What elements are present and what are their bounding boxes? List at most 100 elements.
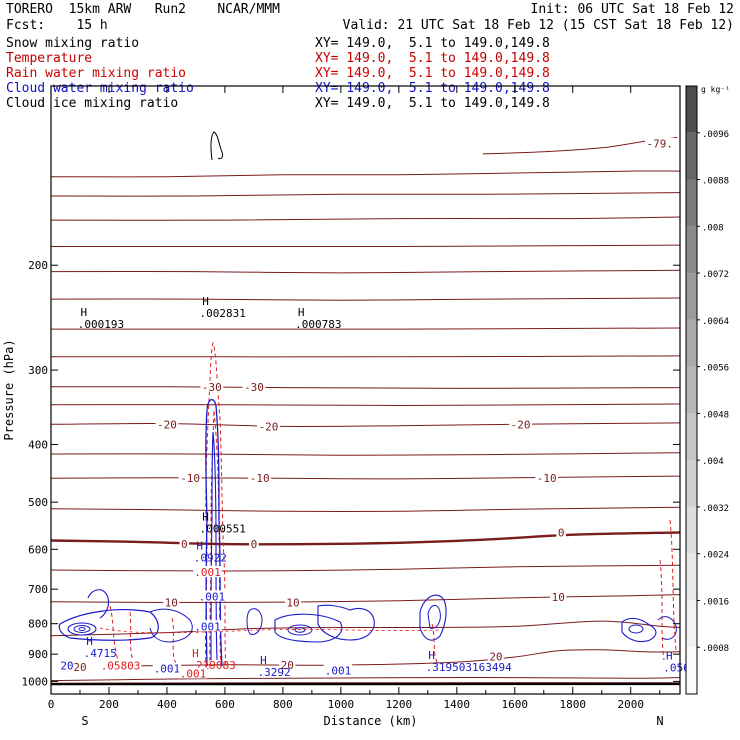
field-name-cloud-ice: Cloud ice mixing ratio [6, 96, 179, 111]
field-xy-rain: XY= 149.0, 5.1 to 149.0,149.8 [315, 66, 550, 81]
contour-value-bg [59, 659, 75, 671]
maximum-value: .4715 [84, 647, 117, 660]
contour-value-label: .001 [325, 664, 352, 677]
field-name-cloud-water: Cloud water mixing ratio [6, 81, 194, 96]
colorbar-tick-label: .0032 [702, 504, 729, 514]
y-tick-label: 400 [28, 438, 48, 451]
colorbar-tick-label: .004 [702, 457, 724, 467]
temperature-label: 20 [489, 650, 502, 663]
contour-value-label: 20 [60, 659, 73, 672]
cloud-water-contour [205, 399, 223, 667]
temperature-contour [51, 216, 680, 221]
y-tick-label: 900 [28, 648, 48, 661]
valid-time: Valid: 21 UTC Sat 18 Feb 12 (15 CST Sat … [342, 18, 734, 33]
cloud-water-contour [87, 589, 110, 619]
temperature-label: 20 [73, 661, 86, 674]
snow-contour [210, 131, 223, 161]
temperature-label: -30 [202, 381, 222, 394]
temperature-label-bg [200, 380, 224, 392]
field-name-temperature: Temperature [6, 51, 93, 66]
cloud-water-contour [58, 609, 159, 641]
endpoint-right-label: N [656, 714, 663, 728]
colorbar-swatch [686, 506, 697, 554]
temperature-contour [51, 170, 680, 178]
cloud-water-contour [67, 622, 97, 636]
field-xy-cloud-water: XY= 149.0, 5.1 to 149.0,149.8 [315, 81, 550, 96]
temperature-label: -30 [244, 381, 264, 394]
maximum-value: .3292 [257, 666, 290, 679]
colorbar-swatch [686, 179, 697, 227]
contour-value-bg [178, 667, 208, 679]
temperature-label-bg [556, 526, 566, 538]
colorbar-tick-label: .0056 [702, 364, 729, 374]
colorbar-tick-label: .0072 [702, 270, 729, 280]
colorbar-frame [685, 85, 698, 695]
cloud-water-contour [294, 627, 306, 633]
colorbar-tick-label: .0096 [702, 130, 729, 140]
maximum-marker: H [202, 510, 209, 523]
temperature-label: 10 [552, 591, 565, 604]
x-tick-label: 400 [157, 698, 177, 711]
cloud-water-contour [78, 627, 86, 631]
y-tick-label: 700 [28, 583, 48, 596]
y-tick-label: 200 [28, 259, 48, 272]
rain-contour [109, 519, 677, 665]
temperature-contour [51, 564, 680, 572]
temperature-label-bg [242, 380, 266, 392]
temperature-contour [51, 676, 680, 682]
temperature-label: 0 [181, 538, 188, 551]
temperature-label: 10 [165, 596, 178, 609]
temperature-label: 0 [251, 538, 258, 551]
x-tick-label: 1200 [386, 698, 413, 711]
hydrometeor-features [58, 131, 677, 669]
temperature-label-bg [179, 538, 190, 550]
maximum-marker: H [192, 647, 199, 660]
temperature-label-bg [509, 418, 532, 430]
temperature-label-bg [163, 596, 180, 608]
temperature-label: -79. [646, 138, 673, 151]
x-tick-label: 0 [48, 698, 55, 711]
y-tick-label: 500 [28, 496, 48, 509]
colorbar-unit: g kg⁻¹ [701, 85, 730, 94]
contour-value-label: .001 [194, 566, 221, 579]
x-axis-label: Distance (km) [324, 714, 418, 728]
contour-value-label: .05803 [101, 659, 141, 672]
temperature-contour [51, 192, 680, 197]
temperature-contour [51, 452, 680, 456]
cloud-water-contour [73, 625, 91, 633]
axes: 0 200 400 600 800 1000 1200 1400 1600 1800 2000200… [2, 86, 680, 728]
contour-value-label: .001 [154, 663, 181, 676]
header: TORERO 15km ARW Run2 NCAR/MMM Init: 06 U… [0, 0, 740, 115]
x-tick-label: 1000 [328, 698, 355, 711]
temperature-contour [51, 327, 680, 330]
maximum-marker: H [202, 295, 209, 308]
colorbar: .0008 .0016 .0024 .0032 .004 .0048 .0056 .0064.… [685, 85, 730, 695]
endpoint-left-label: S [81, 714, 88, 728]
cloud-water-contour [246, 608, 263, 635]
title-line: TORERO 15km ARW Run2 NCAR/MMM [6, 2, 280, 17]
y-tick-label: 1000 [22, 675, 49, 688]
contour-value-label: .001 [194, 620, 221, 633]
temperature-contour [51, 682, 680, 684]
field-name-snow: Snow mixing ratio [6, 36, 140, 51]
maximum-marker: H [666, 650, 673, 663]
y-axis-label: Pressure (hPa) [2, 339, 16, 440]
colorbar-swatch [686, 553, 697, 601]
temperature-contour [51, 297, 680, 301]
maximum-marker: H [428, 649, 435, 662]
temperature-label: -20 [511, 418, 531, 431]
temperature-contour [51, 506, 680, 513]
maximum-value: .002831 [200, 307, 246, 320]
field-xy-temperature: XY= 149.0, 5.1 to 149.0,149.8 [315, 51, 550, 66]
y-tick-label: 300 [28, 364, 48, 377]
temperature-label: -10 [180, 472, 200, 485]
temperature-label-bg [248, 471, 272, 483]
maximum-value: .0922 [194, 552, 227, 565]
field-xy-snow: XY= 149.0, 5.1 to 149.0,149.8 [315, 36, 550, 51]
maximum-marker: H [80, 306, 87, 319]
contour-value-bg [193, 620, 222, 632]
init-time: Init: 06 UTC Sat 18 Feb 12 [530, 2, 735, 17]
cloud-water-contour [149, 608, 193, 643]
cloud-water-contour [287, 624, 313, 636]
temperature-label: -20 [157, 418, 177, 431]
